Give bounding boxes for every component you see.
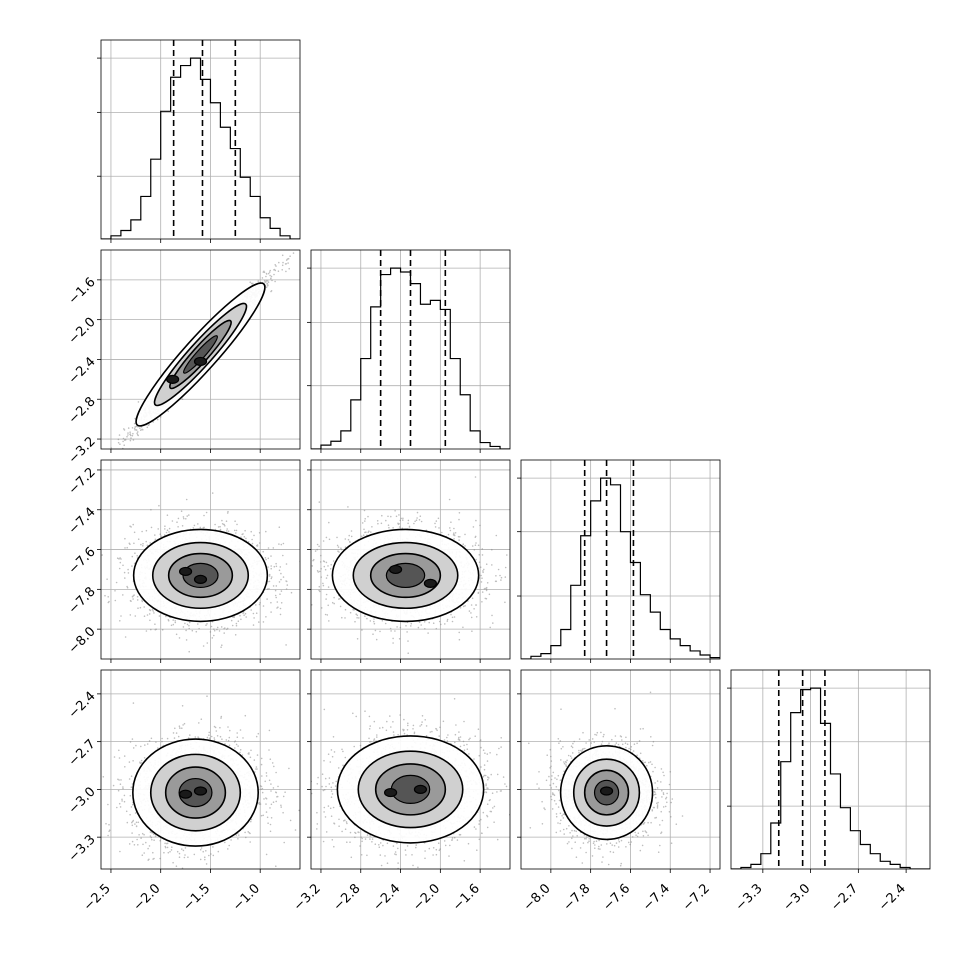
- y-tick-label: −7.8: [66, 584, 99, 617]
- x-tick-label: −7.2: [680, 881, 713, 914]
- x-tick-label: −3.0: [780, 881, 813, 914]
- hist-panel-2: [517, 459, 721, 663]
- histogram-step-3: [731, 687, 930, 869]
- y-tick-label: −2.7: [66, 737, 99, 770]
- axes-frame: [310, 249, 511, 450]
- x-tick-label: −1.6: [450, 881, 483, 914]
- density-contour-3: [183, 335, 218, 374]
- hist-panel-0: [97, 39, 301, 243]
- y-tick-label: −3.3: [66, 832, 99, 865]
- y-tick-label: −2.4: [66, 355, 99, 388]
- x-tick-label: −2.4: [370, 881, 403, 914]
- x-tick-label: −2.5: [81, 881, 114, 914]
- axes-frame: [730, 669, 931, 870]
- density-layer: [311, 476, 508, 654]
- pair-panel-3-0: [97, 669, 301, 873]
- density-layer: [311, 698, 510, 869]
- density-layer: [110, 252, 295, 449]
- x-tick-label: −8.0: [521, 881, 554, 914]
- x-tick-label: −7.4: [640, 881, 673, 914]
- x-tick-label: −2.0: [131, 881, 164, 914]
- axes-frame: [100, 249, 301, 450]
- axes-frame: [310, 669, 511, 870]
- x-tick-label: −3.3: [733, 881, 766, 914]
- density-layer: [101, 492, 300, 653]
- x-tick-label: −2.0: [410, 881, 443, 914]
- axes-frame: [520, 459, 721, 660]
- axes-frame: [100, 669, 301, 870]
- density-peak-0: [166, 374, 180, 384]
- pair-panel-3-2: [517, 669, 721, 873]
- density-peak-0: [193, 574, 208, 585]
- histogram-step-1: [311, 267, 510, 449]
- x-tick-label: −2.8: [331, 881, 364, 914]
- y-tick-label: −2.0: [66, 315, 99, 348]
- density-peak-0: [193, 786, 208, 796]
- x-tick-label: −7.6: [600, 881, 633, 914]
- x-tick-label: −7.8: [561, 881, 594, 914]
- x-tick-label: −1.5: [180, 881, 213, 914]
- density-layer: [102, 695, 300, 869]
- density-peak-0: [599, 786, 614, 796]
- density-peak-1: [423, 578, 438, 588]
- x-tick-label: −2.4: [876, 881, 909, 914]
- hist-panel-3: [727, 669, 931, 873]
- y-tick-label: −1.6: [66, 275, 99, 308]
- density-peak-1: [178, 789, 193, 799]
- density-peak-1: [413, 784, 428, 795]
- y-tick-label: −2.8: [66, 394, 99, 427]
- axes-frame: [100, 39, 301, 240]
- y-tick-label: −7.6: [66, 545, 99, 578]
- hist-panel-1: [307, 249, 511, 453]
- x-tick-label: −2.7: [828, 881, 861, 914]
- x-tick-label: −1.0: [230, 881, 263, 914]
- pair-panel-1-0: [97, 249, 301, 453]
- y-tick-label: −8.0: [66, 624, 99, 657]
- pair-panel-2-0: [97, 459, 301, 663]
- density-peak-0: [383, 787, 398, 798]
- density-peak-1: [193, 356, 208, 367]
- y-tick-label: −3.2: [66, 434, 99, 467]
- y-tick-label: −2.4: [66, 689, 99, 722]
- y-tick-label: −7.2: [66, 465, 99, 498]
- density-layer: [528, 691, 684, 867]
- pair-panel-2-1: [307, 459, 511, 663]
- x-tick-label: −3.2: [291, 881, 324, 914]
- y-tick-label: −7.4: [66, 505, 99, 538]
- density-peak-0: [388, 564, 403, 575]
- histogram-step-2: [521, 477, 720, 659]
- density-peak-1: [178, 566, 193, 577]
- axes-frame: [520, 669, 721, 870]
- axes-frame: [100, 459, 301, 660]
- pair-panel-3-1: [307, 669, 511, 873]
- y-tick-label: −3.0: [66, 784, 99, 817]
- axes-frame: [310, 459, 511, 660]
- histogram-step-0: [101, 57, 300, 239]
